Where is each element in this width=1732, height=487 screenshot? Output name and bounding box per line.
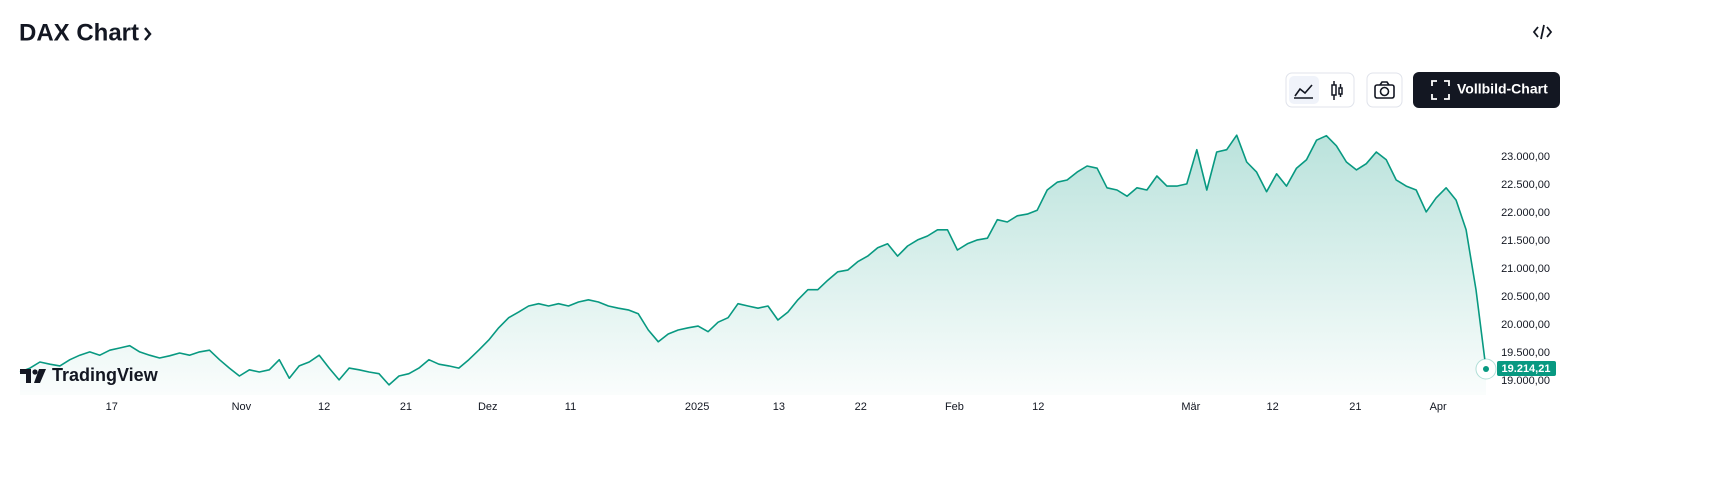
line <box>19 134 1487 386</box>
y-tick-label: 20.500,00 <box>1501 291 1550 303</box>
y-tick-label: 22.000,00 <box>1501 207 1550 219</box>
last-point <box>1483 366 1489 373</box>
x-tick-label: Nov <box>232 401 252 413</box>
x-tick-label: 12 <box>1266 401 1278 413</box>
price-tag-label: 19.214,21 <box>1502 363 1551 375</box>
y-tick-label: 21.500,00 <box>1501 235 1550 247</box>
fullscreen-icon <box>1431 80 1450 100</box>
y-tick-label: 23.000,00 <box>1501 151 1550 163</box>
y-tick-label: 21.000,00 <box>1501 263 1550 275</box>
x-tick-label: Feb <box>945 401 964 413</box>
area-style-button[interactable] <box>1289 76 1319 104</box>
x-tick-label: 13 <box>773 401 785 413</box>
x-tick-label: Dez <box>478 401 498 413</box>
x-tick-label: 11 <box>565 401 576 413</box>
screenshot-button[interactable] <box>1366 72 1403 108</box>
embed-icon[interactable] <box>1532 24 1553 40</box>
candle-style-button[interactable] <box>1331 81 1343 100</box>
logo-text[interactable]: TradingView <box>52 365 159 385</box>
y-tick-label: 20.000,00 <box>1501 319 1550 331</box>
x-tick-label: 17 <box>106 401 118 413</box>
price-tag <box>1497 361 1556 377</box>
x-tick-label: Apr <box>1430 401 1447 413</box>
x-tick-label: 2025 <box>685 401 709 413</box>
chart-title[interactable]: DAX Chart <box>19 19 139 46</box>
x-tick-label: 21 <box>400 401 412 413</box>
x-tick-label: 12 <box>1032 401 1044 413</box>
plot-area: 19.000,00 19.500,00 20.000,00 20.500,00 21.0… <box>19 134 1556 413</box>
tradingview-logo[interactable]: TradingView <box>20 365 159 385</box>
area-fill <box>20 135 1486 395</box>
x-tick-label: Mär <box>1181 401 1200 413</box>
x-tick-label: 22 <box>855 401 867 413</box>
y-tick-label: 19.500,00 <box>1501 347 1550 359</box>
y-tick-label: 19.000,00 <box>1501 375 1550 387</box>
area-icon <box>1294 84 1313 99</box>
y-tick-label: 22.500,00 <box>1501 179 1550 191</box>
camera-icon <box>1374 81 1395 99</box>
x-tick-label: 21 <box>1349 401 1361 413</box>
fullscreen-label[interactable]: Vollbild-Chart <box>1457 81 1548 97</box>
x-tick-label: 12 <box>318 401 330 413</box>
title-chevron[interactable] <box>144 27 152 41</box>
